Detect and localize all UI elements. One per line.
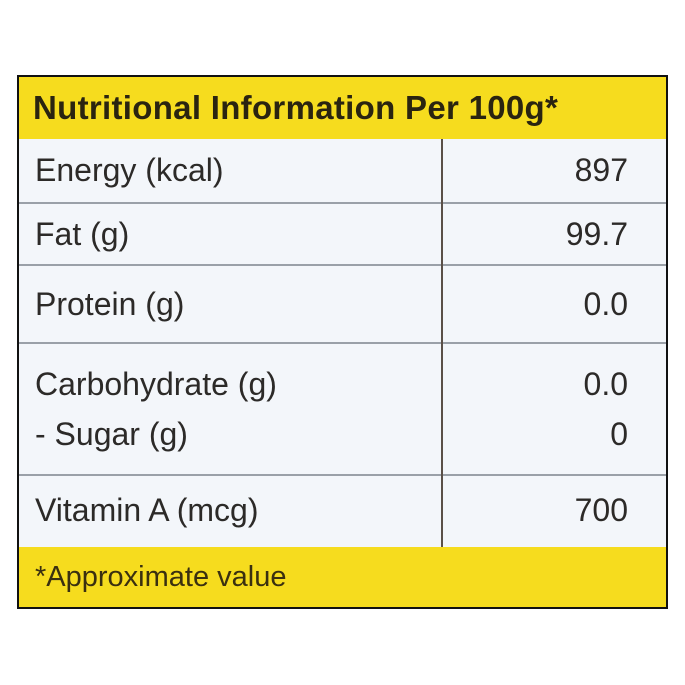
table-row: Energy (kcal) 897: [19, 139, 666, 202]
nutrient-label: Carbohydrate (g): [35, 366, 277, 402]
title: Nutritional Information Per 100g*: [33, 89, 559, 126]
table-row: Protein (g) 0.0: [19, 264, 666, 344]
nutrient-label: Protein (g): [35, 286, 185, 322]
nutrient-value: 897: [574, 151, 628, 188]
nutrient-value: 0.0: [583, 366, 628, 402]
nutrient-label: Vitamin A (mcg): [35, 492, 259, 528]
nutrient-value: 700: [574, 492, 628, 528]
nutrient-value: 0.0: [583, 286, 628, 322]
table-row: Fat (g) 99.7: [19, 202, 666, 266]
table-row: Vitamin A (mcg) 700: [19, 474, 666, 546]
nutrient-value: 0: [610, 416, 628, 452]
footer: *Approximate value: [19, 547, 666, 607]
footnote: *Approximate value: [35, 561, 287, 593]
column-divider: [441, 139, 443, 547]
nutrient-label: - Sugar (g): [35, 416, 188, 452]
nutrient-label: Energy (kcal): [35, 151, 224, 188]
nutrient-label: Fat (g): [35, 216, 130, 252]
nutrition-label: Nutritional Information Per 100g* Energy…: [17, 75, 668, 609]
header: Nutritional Information Per 100g*: [19, 77, 666, 139]
table-row: Carbohydrate (g) 0.0 - Sugar (g) 0: [19, 342, 666, 476]
nutrient-value: 99.7: [565, 216, 628, 252]
